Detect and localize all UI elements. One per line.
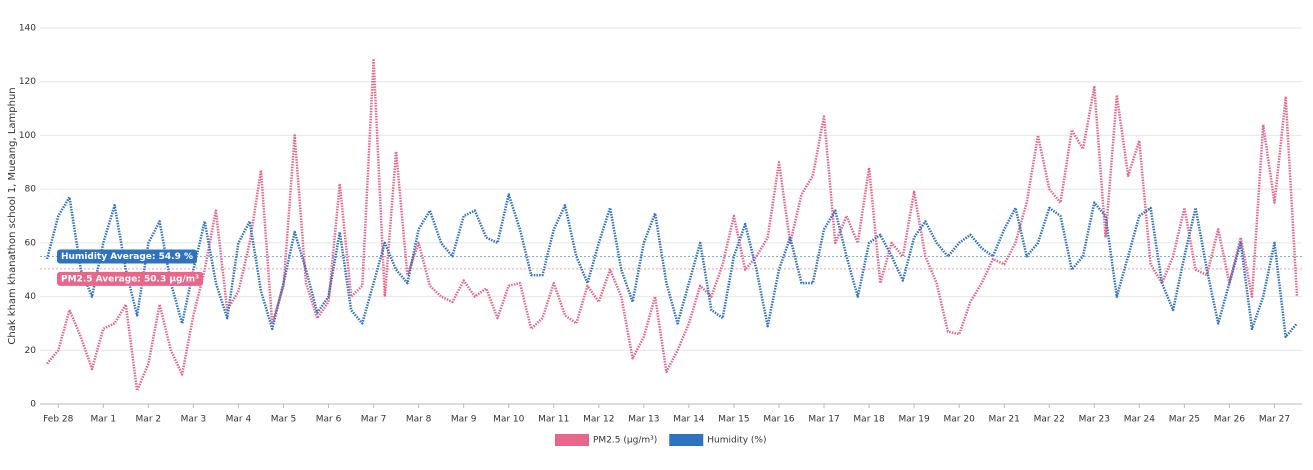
legend-label: Humidity (%): [707, 436, 766, 446]
legend-item: Humidity (%): [669, 434, 767, 446]
y-tick-label: 140: [19, 24, 36, 34]
x-tick-label: Mar 24: [1124, 415, 1156, 425]
x-tick-label: Mar 27: [1259, 415, 1290, 425]
data-line: [46, 58, 1299, 392]
x-tick-label: Feb 28: [43, 415, 74, 425]
y-tick-label: 100: [19, 131, 36, 141]
x-tick-label: Mar 5: [271, 415, 297, 425]
y-tick-label: 20: [25, 346, 37, 356]
x-tick-label: Mar 23: [1079, 415, 1110, 425]
y-tick-label: 120: [19, 77, 36, 87]
average-label: Humidity Average: 54.9 %: [57, 249, 197, 264]
x-tick-label: Mar 21: [989, 415, 1020, 425]
data-line: [45, 193, 1298, 339]
x-tick-label: Mar 22: [1034, 415, 1065, 425]
x-tick-label: Mar 1: [91, 415, 117, 425]
x-tick-label: Mar 4: [226, 415, 252, 425]
average-label-text: Humidity Average: 54.9 %: [61, 252, 193, 262]
x-tick-label: Mar 3: [181, 415, 207, 425]
x-tick-label: Mar 20: [944, 415, 976, 425]
x-tick-label: Mar 10: [493, 415, 525, 425]
legend-swatch: [669, 434, 704, 446]
x-tick-label: Mar 18: [853, 415, 885, 425]
x-tick-label: Mar 25: [1169, 415, 1200, 425]
legend-swatch: [555, 434, 589, 446]
x-tick-label: Mar 6: [316, 415, 342, 425]
x-tick-label: Mar 12: [583, 415, 614, 425]
x-tick-label: Mar 14: [673, 415, 705, 425]
y-axis-label: Chak kham khanathon school 1, Mueang, La…: [7, 87, 18, 344]
y-tick-label: 60: [25, 238, 37, 248]
x-tick-label: Mar 15: [718, 415, 749, 425]
x-tick-label: Mar 17: [808, 415, 839, 425]
x-tick-label: Mar 26: [1214, 415, 1246, 425]
average-label-box: [57, 271, 204, 286]
y-tick-label: 0: [30, 400, 36, 410]
average-label-box: [57, 249, 197, 264]
x-tick-label: Mar 8: [406, 415, 432, 425]
legend-item: PM2.5 (µg/m³): [555, 434, 657, 446]
legend-label: PM2.5 (µg/m³): [593, 436, 657, 446]
x-tick-label: Mar 11: [538, 415, 569, 425]
average-label-text: PM2.5 Average: 50.3 µg/m³: [61, 274, 199, 284]
x-tick-label: Mar 9: [451, 415, 477, 425]
average-label: PM2.5 Average: 50.3 µg/m³: [57, 271, 204, 286]
x-tick-label: Mar 7: [361, 415, 387, 425]
x-tick-label: Mar 13: [628, 415, 659, 425]
y-tick-label: 80: [25, 185, 37, 195]
y-tick-label: 40: [25, 292, 37, 302]
x-tick-label: Mar 16: [763, 415, 795, 425]
x-tick-label: Mar 19: [898, 415, 930, 425]
x-tick-label: Mar 2: [136, 415, 162, 425]
